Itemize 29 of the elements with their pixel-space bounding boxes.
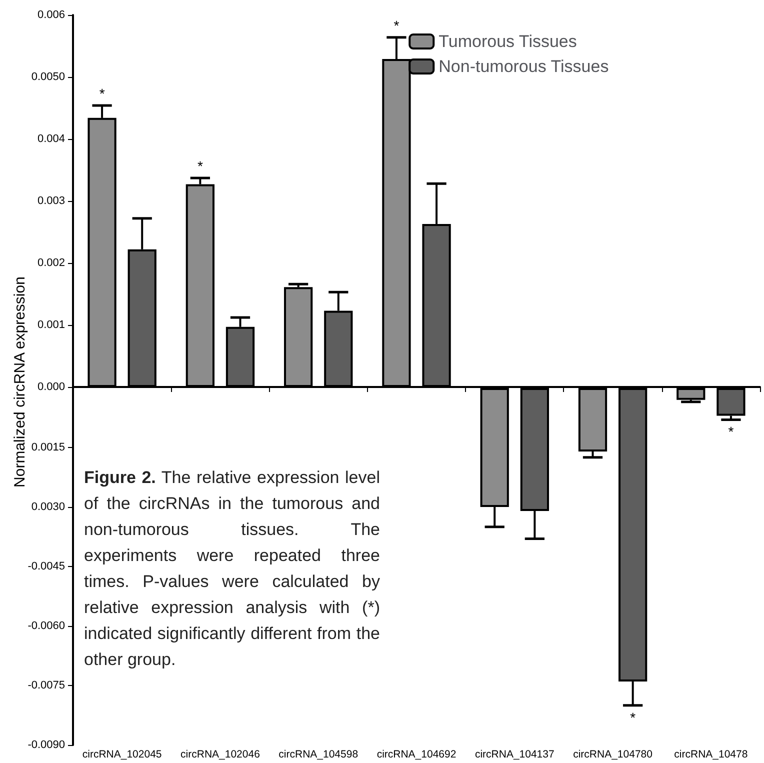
x-tick-label: circRNA_104692 xyxy=(376,748,456,760)
y-tick-label: -0.0060 xyxy=(28,620,65,632)
y-tick-label: 0.0050 xyxy=(31,71,65,83)
data-label: * xyxy=(394,17,400,34)
data-label: * xyxy=(99,86,106,102)
x-tick-label: circRNA_104137 xyxy=(474,748,554,760)
y-tick-label: -0.0090 xyxy=(28,739,65,751)
x-tick-label: circRNA_10478 xyxy=(674,748,748,760)
data-label: * xyxy=(197,158,204,174)
y-axis-title: Normalized circRNA expression xyxy=(12,276,28,488)
y-tick-label: 0.002 xyxy=(37,257,65,269)
data-label: * xyxy=(728,424,734,440)
y-tick-label: -0.0075 xyxy=(28,680,65,692)
data-label: * xyxy=(630,709,636,726)
x-tick-label: circRNA_104598 xyxy=(278,748,358,760)
legend-label: Non-tumorous Tissues xyxy=(438,57,609,76)
y-tick-label: 0.0015 xyxy=(31,442,65,454)
legend-label: Tumorous Tissues xyxy=(438,32,577,51)
y-tick-label: 0.006 xyxy=(37,9,65,21)
y-tick-label: -0.0045 xyxy=(28,560,65,572)
y-tick-label: 0.0030 xyxy=(31,501,65,513)
x-tick-label: circRNA_104780 xyxy=(573,748,653,760)
y-tick-label: 0.001 xyxy=(37,319,65,331)
x-tick-label: circRNA_102045 xyxy=(82,748,162,760)
text: Figure 2. The relative expression level of the circRNAs in the tumorous and non-tumorous tissues. The experiments were repeated three times. P-values were calculated by relative expression analysis with (*) indicated significantly different from the other group. xyxy=(84,468,380,669)
x-tick-label: circRNA_102046 xyxy=(180,748,260,760)
y-tick-label: 0.003 xyxy=(37,195,65,207)
y-tick-label: 0.000 xyxy=(37,381,65,393)
y-tick-label: 0.004 xyxy=(37,133,65,145)
